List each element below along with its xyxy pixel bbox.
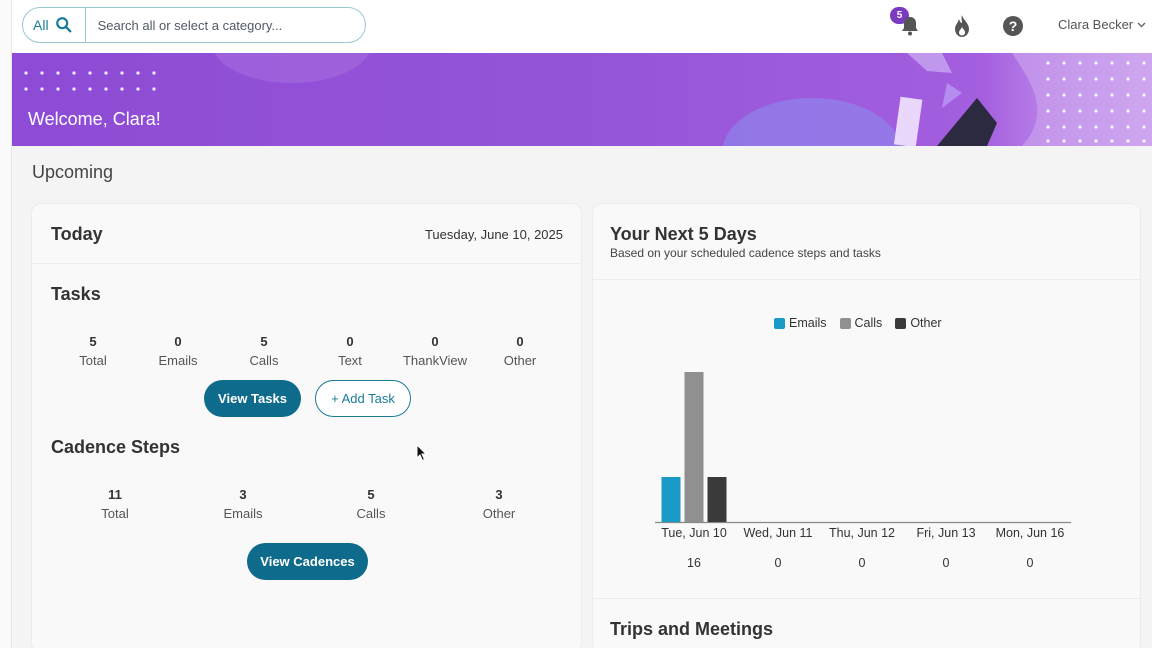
bar-emails-0[interactable] [661,477,681,522]
chart-category-label: Mon, Jun 16 [995,526,1065,540]
trips-and-meetings-title: Trips and Meetings [610,619,774,639]
stat-label: Other [503,353,537,368]
tasks-title: Tasks [51,284,101,304]
bar-other-0[interactable] [707,477,727,522]
left-edge [0,0,12,648]
stat-value: 0 [174,334,182,349]
stat-label: Calls [249,353,279,368]
search-scope-label: All [33,17,49,33]
legend-label: Calls [854,316,883,330]
help-icon[interactable]: ? [1001,14,1025,38]
stat-value: 5 [260,334,268,349]
chart-category-label: Tue, Jun 10 [661,526,727,540]
task-stat-other: 0 Other [480,334,560,368]
chart-legend: Emails Calls Other [774,316,942,330]
stat-label: Other [482,506,516,521]
stat-label: Emails [158,353,198,368]
banner-decoration [24,53,1152,146]
notification-badge: 5 [890,7,909,24]
welcome-message: Welcome, Clara! [28,109,161,129]
search-icon[interactable] [55,16,73,34]
cadence-stat-total: 11 Total [75,487,155,521]
stat-value: 3 [239,487,247,502]
legend-item-other[interactable]: Other [895,316,942,330]
flame-icon[interactable] [950,14,974,38]
task-stat-thankview: 0 ThankView [395,334,475,368]
welcome-banner: Welcome, Clara! [12,53,1152,146]
next-5-days-title: Your Next 5 Days [610,224,757,244]
chart-category-label: Thu, Jun 12 [828,526,895,540]
cadence-steps-title: Cadence Steps [51,437,181,457]
next-5-days-header: Your Next 5 Days Based on your scheduled… [593,204,1140,280]
chart-category-total: 0 [858,556,866,570]
task-stat-emails: 0 Emails [138,334,218,368]
cadence-stat-other: 3 Other [459,487,539,521]
view-cadences-button[interactable]: View Cadences [247,543,368,580]
mouse-cursor-icon [416,444,428,462]
chart-category-total: 0 [1026,556,1034,570]
task-stat-text: 0 Text [310,334,390,368]
today-date: Tuesday, June 10, 2025 [424,227,563,242]
task-stat-calls: 5 Calls [224,334,304,368]
stat-value: 11 [108,487,122,502]
stat-label: ThankView [402,353,468,368]
legend-item-calls[interactable]: Calls [839,316,883,330]
user-name: Clara Becker [1058,17,1134,32]
add-task-button[interactable]: + Add Task [315,380,411,417]
section-divider [593,598,1140,599]
next-5-days-card: Your Next 5 Days Based on your scheduled… [592,203,1141,648]
user-menu[interactable]: Clara Becker [1058,17,1146,32]
bar-calls-0[interactable] [684,372,704,522]
chart-category-label: Fri, Jun 13 [916,526,976,540]
stat-value: 5 [89,334,97,349]
stat-label: Total [101,506,129,521]
stat-value: 3 [495,487,503,502]
chart-category-label: Wed, Jun 11 [743,526,813,540]
legend-swatch [839,317,851,329]
task-stat-total: 5 Total [53,334,133,368]
stat-value: 0 [346,334,354,349]
search-scope-selector[interactable]: All [23,8,86,42]
chart-category-total: 0 [942,556,950,570]
search-input[interactable] [97,17,338,33]
cadence-stat-emails: 3 Emails [203,487,283,521]
stat-label: Emails [223,506,263,521]
chevron-down-icon [1137,22,1146,27]
legend-label: Other [910,316,942,330]
chart-category-total: 0 [774,556,782,570]
today-card: Today Tuesday, June 10, 2025 Tasks 5 Tot… [31,203,582,648]
stat-value: 0 [516,334,524,349]
legend-item-emails[interactable]: Emails [774,316,827,330]
chart-category-total: 16 [687,556,701,570]
legend-swatch [895,317,907,329]
top-bar: All 5 ? Clara Becker [12,0,1152,53]
view-tasks-button[interactable]: View Tasks [204,380,301,417]
stat-value: 5 [367,487,375,502]
legend-swatch [774,317,785,329]
stat-label: Total [79,353,107,368]
search-bar: All [22,7,366,43]
svg-text:?: ? [1009,18,1018,34]
next-5-days-chart [655,372,1071,524]
next-5-days-subtitle: Based on your scheduled cadence steps an… [610,246,881,260]
today-title: Today [51,224,103,244]
stat-label: Text [338,353,362,368]
legend-label: Emails [789,316,827,330]
stat-value: 0 [431,334,439,349]
page-title: Upcoming [32,162,114,182]
bell-icon[interactable] [898,14,922,38]
cadence-stat-calls: 5 Calls [331,487,411,521]
today-header: Today Tuesday, June 10, 2025 [32,204,581,264]
stat-label: Calls [356,506,386,521]
